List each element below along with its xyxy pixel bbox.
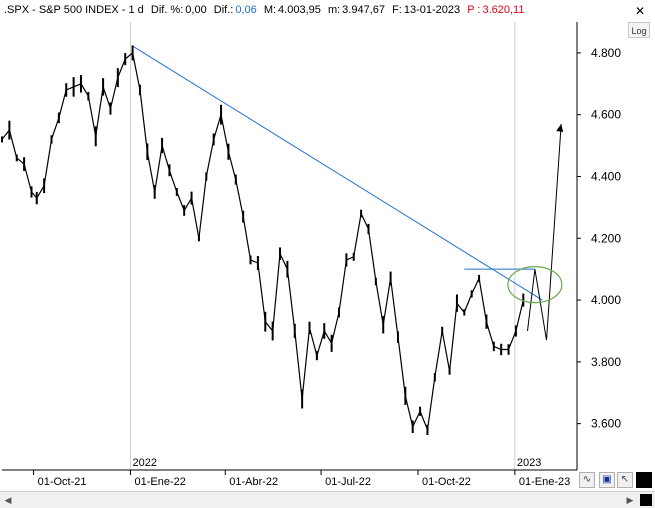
x-tick-label: 01-Ene-23 [519,476,570,488]
year-label: 2023 [517,457,541,469]
max-label: M: [263,4,277,16]
x-tick-label: 01-Oct-22 [422,476,471,488]
scroll-right-icon[interactable]: ▶ [626,495,634,505]
y-tick-label: 4.600 [591,108,621,122]
wave-icon[interactable]: ∿ [579,472,595,488]
date-value: 13-01-2023 [403,4,461,16]
log-scale-button[interactable]: Log [628,22,650,38]
max-value: 4.003,95 [278,4,321,16]
x-tick-label: 01-Ene-22 [134,476,185,488]
trendline [133,46,543,301]
chart-header: .SPX - S&P 500 INDEX - 1 d Dif. %: 0,00 D… [0,0,640,20]
y-tick-label: 3.800 [591,355,621,369]
date-label: F: [392,4,402,16]
chart-toolbar: ∿ ▣ ↖ [577,470,655,490]
grid-layer [129,22,516,470]
projection-path [527,123,562,341]
min-value: 3.947,67 [342,4,385,16]
x-tick-label: 01-Oct-21 [38,476,87,488]
price-label: P : [467,4,481,16]
highlight-ellipse [507,266,563,304]
dif-pct-label: Dif. %: [150,4,184,16]
dif-value: 0,06 [235,4,257,16]
y-tick-label: 3.600 [591,417,621,431]
x-tick-label: 01-Jul-22 [325,476,371,488]
y-tick-label: 4.200 [591,231,621,245]
save-icon[interactable]: ▣ [599,472,615,488]
y-tick-label: 4.400 [591,169,621,183]
price-line [1,51,524,433]
price-series [1,45,525,435]
y-tick-label: 4.000 [591,293,621,307]
price-value: 3.620,11 [482,4,525,16]
annotation-layer [133,46,564,341]
close-icon[interactable]: ✕ [634,4,646,18]
year-label: 2022 [132,457,156,469]
symbol-label: .SPX - S&P 500 INDEX - 1 d [4,4,144,16]
x-tick-label: 01-Abr-22 [229,476,278,488]
scroll-left-icon[interactable]: ◀ [4,495,12,505]
y-tick-label: 4.800 [591,46,621,60]
price-chart[interactable]: 3.600 3.800 4.000 4.200 4.400 4.600 4.800 01-Oc… [0,0,655,490]
scroll-thumb[interactable] [640,494,652,506]
horizontal-scrollbar[interactable]: ◀ ▶ [0,491,655,508]
min-label: m: [327,4,341,16]
dif-label: Dif.: [213,4,234,16]
square-icon[interactable] [636,472,652,488]
pointer-icon[interactable]: ↖ [617,472,633,488]
projection-arrowhead [556,123,564,132]
axis-layer: 3.600 3.800 4.000 4.200 4.400 4.600 4.800 01-Oc… [2,22,621,488]
dif-pct-value: 0,00 [185,4,207,16]
